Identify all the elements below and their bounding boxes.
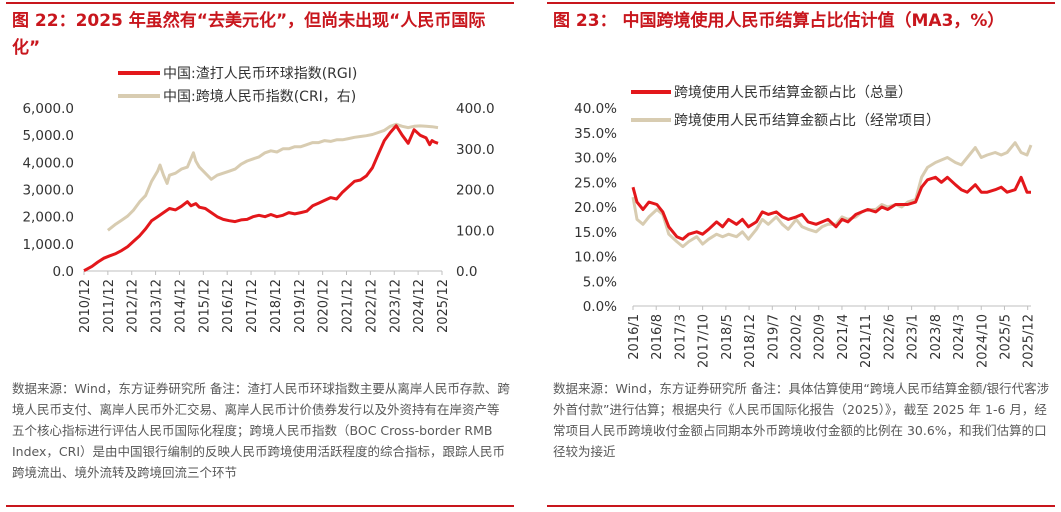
x-tick-label: 2017/3 <box>673 314 688 360</box>
y-tick-label-left: 2,000.0 <box>22 210 74 226</box>
x-tick-label: 2013/12 <box>150 279 165 333</box>
y-tick-label: 10.0% <box>574 250 617 266</box>
x-tick-label: 2018/5 <box>720 314 735 360</box>
chart-note: 数据来源：Wind，东方证券研究所 备注：渣打人民币环球指数主要从离岸人民币存款… <box>12 381 510 480</box>
y-tick-label-left: 6,000.0 <box>22 101 74 117</box>
chart-title: 图 22：2025 年虽然有“去美元化”，但尚未出现“人民币国际化” <box>12 11 486 58</box>
x-tick-label: 2025/5 <box>998 314 1013 360</box>
legend-label-cri: 中国:跨境人民币指数(CRI，右) <box>163 89 356 105</box>
x-tick-label: 2011/12 <box>102 279 117 333</box>
title-rule <box>547 2 1055 4</box>
legend-label-total: 跨境使用人民币结算金额占比（总量） <box>674 84 912 101</box>
x-tick-label: 2023/8 <box>929 314 944 360</box>
y-tick-label: 20.0% <box>574 200 617 216</box>
x-tick-label: 2016/12 <box>221 279 236 333</box>
y-tick-label-left: 1,000.0 <box>22 237 74 253</box>
x-tick-label: 2016/8 <box>650 314 665 360</box>
x-tick-label: 2017/12 <box>245 279 260 333</box>
x-tick-label: 2024/12 <box>412 279 427 333</box>
x-tick-label: 2022/6 <box>882 314 897 360</box>
x-tick-label: 2016/1 <box>627 314 642 360</box>
y-tick-label: 0.0% <box>583 299 617 315</box>
x-tick-label: 2023/12 <box>388 279 403 333</box>
chart-note: 数据来源：Wind，东方证券研究所 备注：具体估算使用“跨境人民币结算金额/银行… <box>553 381 1050 459</box>
y-tick-label-right: 0.0 <box>456 264 477 280</box>
series-line-rgi <box>83 124 439 273</box>
y-tick-label-right: 300.0 <box>456 142 495 158</box>
x-tick-label: 2022/12 <box>364 279 379 333</box>
settlement-share-chart: 0.0% 5.0% 10.0% 15.0% 20.0% 25.0% 30.0% 35.0% 40… <box>574 84 1037 368</box>
x-tick-label: 2015/12 <box>197 279 212 333</box>
x-tick-label: 2023/1 <box>906 314 921 360</box>
chart-title: 图 23： 中国跨境使用人民币结算占比估计值（MA3，%） <box>553 11 1005 31</box>
y-tick-label-right: 100.0 <box>456 223 495 239</box>
rgi-cri-chart: 0.0 1,000.0 2,000.0 3,000.0 4,000.0 5,000.0 6,… <box>22 65 495 333</box>
x-tick-label: 2010/12 <box>78 279 93 333</box>
x-tick-label: 2017/10 <box>697 314 712 368</box>
y-tick-label-right: 400.0 <box>456 101 495 117</box>
legend-label-rgi: 中国:渣打人民币环球指数(RGI) <box>163 65 357 82</box>
x-tick-label: 2021/11 <box>859 314 874 368</box>
x-tick-label: 2020/12 <box>317 279 332 333</box>
x-tick-label: 2021/12 <box>341 279 356 333</box>
chart-panel-right: 图 23： 中国跨境使用人民币结算占比估计值（MA3，%） 0.0% 5.0% 10… <box>541 0 1061 512</box>
y-tick-label: 25.0% <box>574 175 617 191</box>
y-tick-label: 30.0% <box>574 151 617 167</box>
y-tick-label-left: 3,000.0 <box>22 183 74 199</box>
x-tick-label: 2014/12 <box>173 279 188 333</box>
x-tick-label: 2019/12 <box>293 279 308 333</box>
y-tick-label-right: 200.0 <box>456 183 495 199</box>
bottom-rule <box>547 505 1055 507</box>
y-tick-label: 5.0% <box>583 274 617 290</box>
x-tick-label: 2025/12 <box>436 279 451 333</box>
y-tick-label: 15.0% <box>574 225 617 241</box>
x-tick-label: 2018/12 <box>269 279 284 333</box>
title-rule <box>6 2 514 4</box>
x-tick-label: 2012/12 <box>126 279 141 333</box>
chart-panel-left: 图 22：2025 年虽然有“去美元化”，但尚未出现“人民币国际化” 0.0 1,… <box>0 0 520 512</box>
x-tick-label: 2019/7 <box>766 314 781 360</box>
series-line-current-account <box>631 141 1033 249</box>
x-tick-label: 2025/12 <box>1022 314 1037 368</box>
y-tick-label-left: 4,000.0 <box>22 155 74 171</box>
y-tick-label-left: 0.0 <box>53 264 74 280</box>
series-line-total <box>631 175 1031 241</box>
x-tick-label: 2018/12 <box>743 314 758 368</box>
y-tick-label-left: 5,000.0 <box>22 128 74 144</box>
x-tick-label: 2021/4 <box>836 314 851 360</box>
bottom-rule <box>6 505 514 507</box>
x-tick-label: 2024/10 <box>975 314 990 368</box>
legend-label-current-account: 跨境使用人民币结算金额占比（经常项目） <box>674 112 940 129</box>
y-tick-label: 35.0% <box>574 126 617 142</box>
x-tick-label: 2024/3 <box>952 314 967 360</box>
series-line-cri <box>106 122 439 232</box>
x-tick-label: 2020/9 <box>813 314 828 360</box>
y-tick-label: 40.0% <box>574 101 617 117</box>
x-tick-label: 2020/2 <box>790 314 805 360</box>
